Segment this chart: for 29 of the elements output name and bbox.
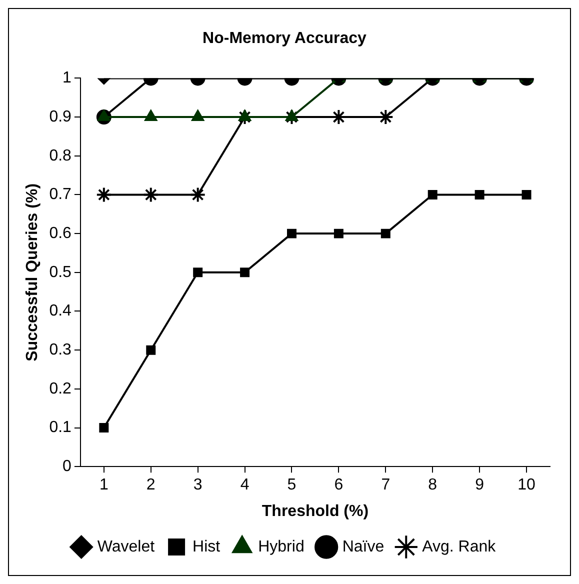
x-tick-label: 1 xyxy=(99,476,108,494)
legend-label: Wavelet xyxy=(97,538,156,556)
y-tick-label: 0.1 xyxy=(49,419,72,436)
y-tick-label: 0 xyxy=(62,458,72,476)
x-tick-label: 7 xyxy=(381,476,390,494)
y-tick-label: 0.5 xyxy=(49,264,72,281)
y-tick-label: 0.6 xyxy=(49,224,72,242)
x-tick-label: 9 xyxy=(475,476,484,494)
legend-label: Naïve xyxy=(342,538,384,556)
y-tick-label: 0.8 xyxy=(49,147,72,164)
y-tick-label: 0.7 xyxy=(49,186,72,204)
chart-title: No-Memory Accuracy xyxy=(202,30,367,48)
y-axis-title: Successful Queries (%) xyxy=(24,183,42,362)
x-tick-label: 3 xyxy=(193,476,202,494)
y-tick-label: 1 xyxy=(62,70,72,87)
x-axis-title: Threshold (%) xyxy=(262,502,369,520)
legend-label: Avg. Rank xyxy=(422,538,497,556)
y-tick-label: 0.3 xyxy=(49,341,72,358)
x-tick-label: 10 xyxy=(518,476,536,494)
y-tick-label: 0.2 xyxy=(49,380,72,398)
x-tick-label: 5 xyxy=(287,476,296,494)
legend-label: Hybrid xyxy=(258,538,304,556)
x-tick-label: 6 xyxy=(334,476,344,494)
y-tick-label: 0.4 xyxy=(49,302,72,320)
x-tick-label: 2 xyxy=(146,476,156,494)
x-tick-label: 4 xyxy=(240,476,250,494)
y-tick-label: 0.9 xyxy=(49,108,72,126)
legend-label: Hist xyxy=(192,538,221,556)
x-tick-label: 8 xyxy=(428,476,438,494)
